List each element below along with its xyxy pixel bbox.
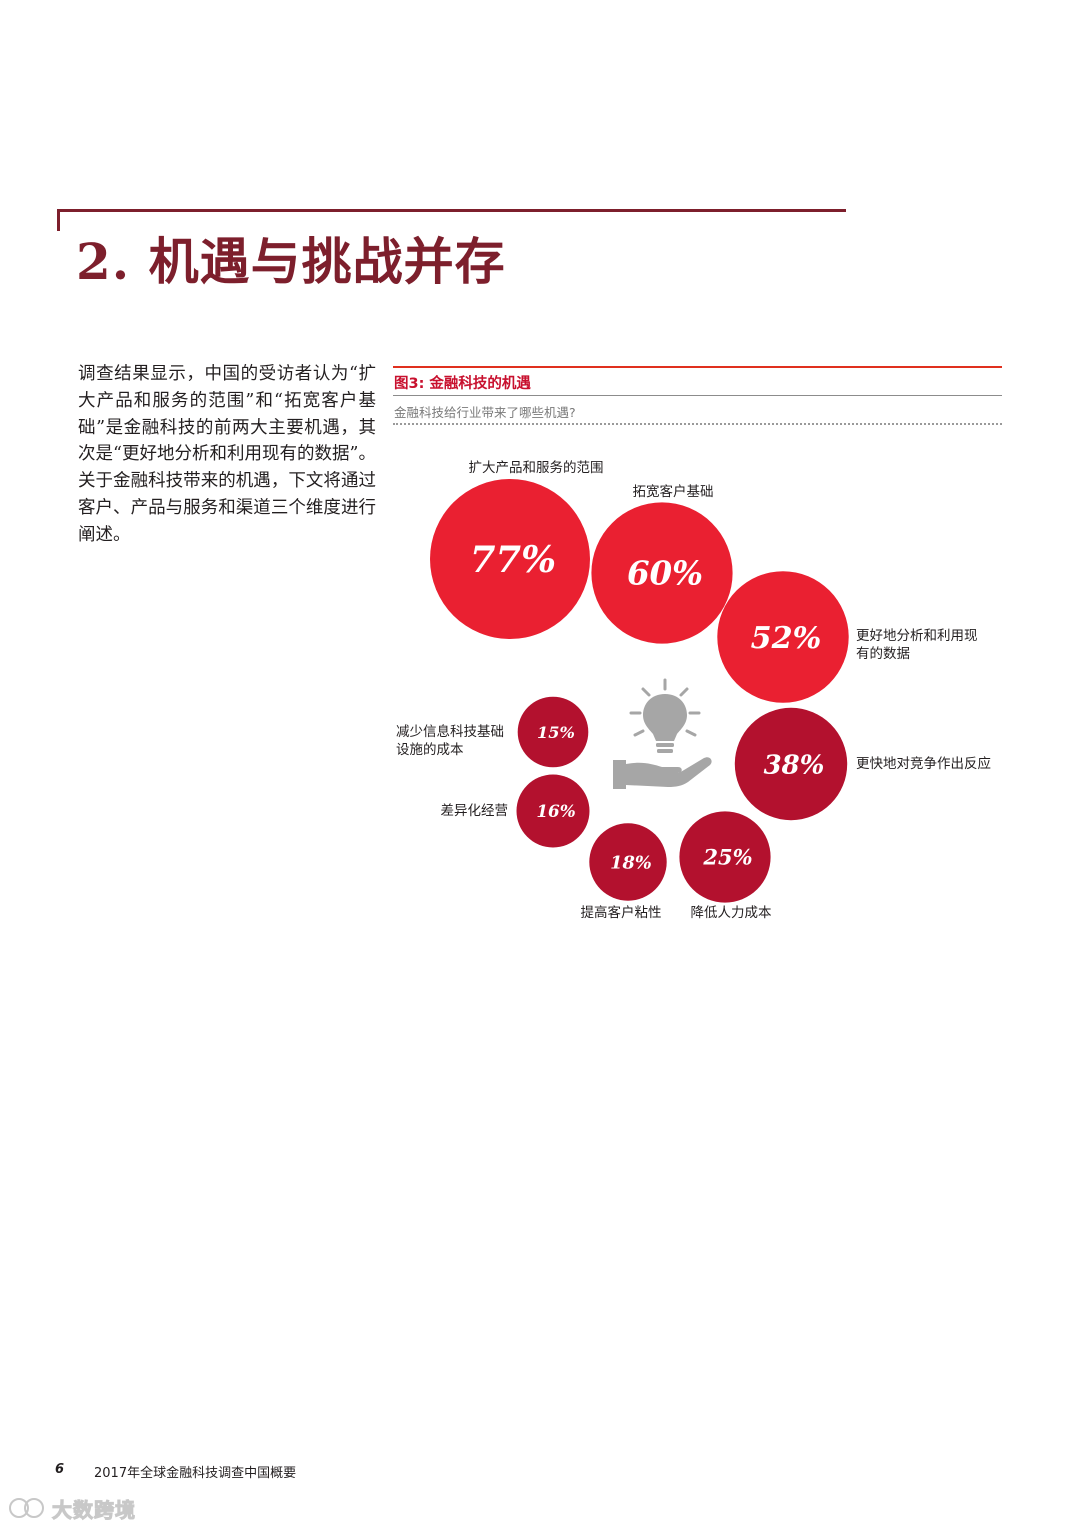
bubble-value-label: 15%	[537, 723, 575, 742]
bubble-category-label: 差异化经营	[441, 803, 509, 819]
bubble-1	[430, 479, 590, 639]
bubble-category-label: 有的数据	[856, 646, 910, 662]
bubble-8	[517, 696, 589, 768]
bubble-3	[717, 571, 849, 703]
bubble-7	[516, 774, 590, 848]
bubble-value-label: 25%	[702, 845, 752, 870]
section-rule-corner	[57, 209, 60, 231]
bubble-category-label: 拓宽客户基础	[633, 483, 714, 500]
section-rule	[57, 209, 846, 212]
bubble-value-label: 18%	[610, 852, 652, 873]
figure-dotted-rule	[393, 423, 1002, 425]
bubble-category-label: 更快地对竞争作出反应	[856, 755, 991, 772]
intro-paragraph: 调查结果显示，中国的受访者认为“扩大产品和服务的范围”和“拓宽客户基础”是金融科…	[78, 364, 376, 545]
lightbulb-in-hand-icon	[613, 678, 712, 789]
watermark-text: 大数跨境	[52, 1497, 136, 1522]
page-number: 6	[55, 1462, 65, 1477]
bubble-2	[591, 502, 733, 644]
bubble-category-label: 减少信息科技基础	[396, 723, 504, 740]
bubble-value-label: 38%	[764, 750, 825, 780]
section-title: 2. 机遇与挑战并存	[76, 232, 506, 291]
figure-subtitle: 金融科技给行业带来了哪些机遇?	[394, 405, 576, 420]
watermark-logo-icon	[9, 1498, 44, 1518]
bubble-value-label: 52%	[751, 621, 822, 656]
bubble-value-label: 77%	[470, 537, 556, 581]
bubble-value-label: 16%	[536, 801, 575, 821]
watermark: 大数跨境	[8, 1494, 148, 1522]
bubble-value-label: 60%	[627, 554, 703, 593]
bubble-category-label: 设施的成本	[396, 742, 464, 758]
figure-top-rule	[393, 366, 1002, 368]
bubble-4	[734, 707, 848, 821]
figure-title-rule	[393, 395, 1002, 396]
footer-title: 2017年全球金融科技调查中国概要	[94, 1466, 297, 1481]
bubble-6	[589, 823, 667, 901]
bubble-5	[679, 811, 771, 903]
bubble-category-label: 更好地分析和利用现	[856, 628, 978, 644]
bubble-category-label: 提高客户粘性	[581, 904, 662, 921]
bubble-category-label: 降低人力成本	[691, 905, 772, 921]
figure-title: 图3: 金融科技的机遇	[394, 376, 531, 392]
bubble-group: 77% 扩大产品和服务的范围 60% 拓宽客户基础 52% 更好地分析和利用现有的数据 38…	[396, 460, 991, 921]
bubble-category-label: 扩大产品和服务的范围	[469, 460, 604, 476]
